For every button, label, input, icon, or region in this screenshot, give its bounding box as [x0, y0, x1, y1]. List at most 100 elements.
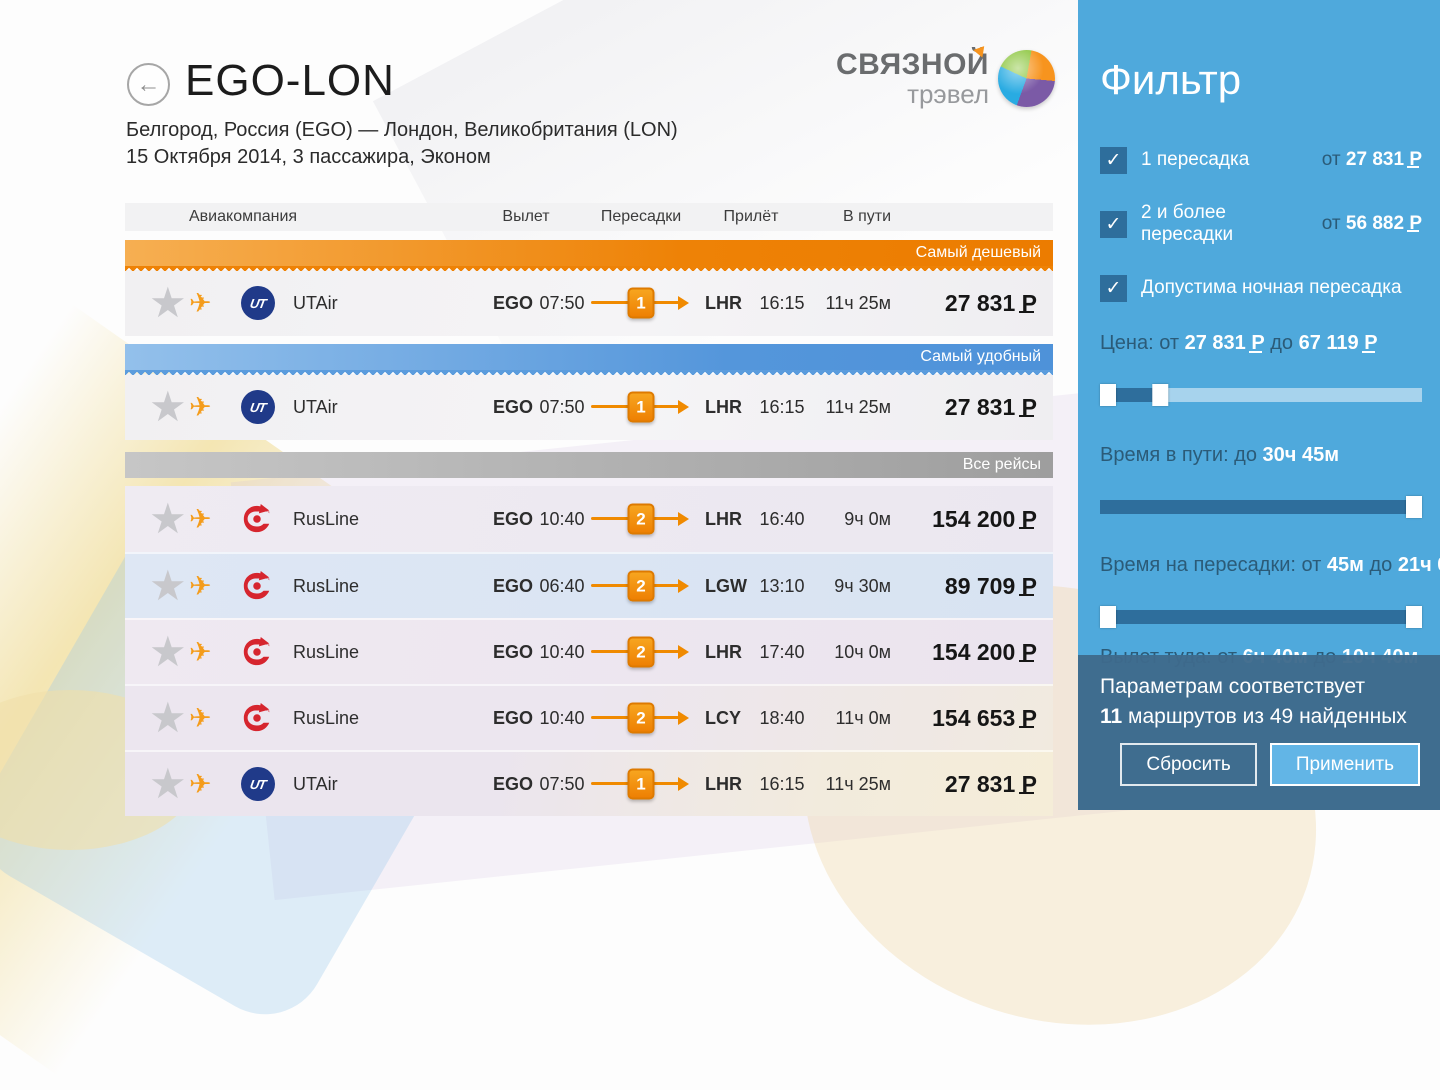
favorite-star-icon[interactable] [149, 498, 189, 540]
results-section: Самый дешевый UTAir EGO 07:50 1 LHR 16:1… [125, 240, 1053, 336]
globe-logo-icon [998, 50, 1055, 107]
filter-footer: Параметрам соответствует 11 маршрутов из… [1078, 655, 1440, 810]
reset-button[interactable]: Сбросить [1120, 743, 1256, 786]
flight-row[interactable]: UTAir EGO 07:50 1 LHR 16:15 11ч 25м 27 8… [125, 374, 1053, 440]
slider-fill [1100, 500, 1422, 514]
slider-track[interactable] [1100, 610, 1422, 624]
airline-logo-icon [241, 570, 285, 602]
price-value: 27 831 [945, 394, 1015, 420]
flight-row[interactable]: RusLine EGO 10:40 2 LHR 17:40 10ч 0м 154… [125, 618, 1053, 684]
favorite-star-icon[interactable] [149, 631, 189, 673]
slider-handle[interactable] [1100, 606, 1116, 628]
slider-handle[interactable] [1406, 606, 1422, 628]
flight-row[interactable]: RusLine EGO 10:40 2 LCY 18:40 11ч 0м 154… [125, 684, 1053, 750]
departure-time: 06:40 [533, 576, 591, 597]
arrival-time: 16:15 [753, 397, 811, 418]
airplane-icon [189, 288, 241, 319]
apply-button[interactable]: Применить [1270, 743, 1420, 786]
departure-time: 07:50 [533, 293, 591, 314]
arrival-time: 13:10 [753, 576, 811, 597]
airplane-icon [189, 769, 241, 800]
arrival-time: 18:40 [753, 708, 811, 729]
airline-logo-icon [241, 390, 285, 424]
slider-handle[interactable] [1406, 496, 1422, 518]
flight-row[interactable]: UTAir EGO 07:50 1 LHR 16:15 11ч 25м 27 8… [125, 750, 1053, 816]
checkbox-label: 2 и более пересадки [1141, 202, 1322, 246]
section-banner-label: Все рейсы [963, 456, 1041, 473]
filter-checkbox-row[interactable]: 2 и более пересадки от 56 882 [1100, 210, 1422, 238]
rusline-logo-icon [241, 702, 273, 734]
price-value: 154 200 [932, 506, 1015, 532]
arrival-time: 16:15 [753, 774, 811, 795]
airline-logo-icon [241, 503, 285, 535]
flight-row[interactable]: UTAir EGO 07:50 1 LHR 16:15 11ч 25м 27 8… [125, 270, 1053, 336]
airplane-icon [189, 392, 241, 423]
duration: 11ч 25м [811, 774, 901, 795]
stops-indicator: 1 [591, 762, 691, 806]
section-banner: Самый дешевый [125, 240, 1053, 266]
checkbox-label: Допустима ночная пересадка [1141, 277, 1402, 299]
brand-subname: трэвел [836, 80, 989, 108]
stops-count-badge: 2 [628, 703, 655, 734]
match-summary-line1: Параметрам соответствует [1100, 672, 1407, 702]
filter-label: Время в пути: до 30ч 45м [1100, 442, 1422, 468]
route-subtitle: Белгород, Россия (EGO) — Лондон, Великоб… [126, 117, 678, 171]
favorite-star-icon[interactable] [149, 565, 189, 607]
favorite-star-icon[interactable] [149, 763, 189, 805]
airline-name: RusLine [285, 642, 461, 663]
stops-indicator: 2 [591, 696, 691, 740]
stops-indicator: 2 [591, 564, 691, 608]
arrival-code: LHR [691, 774, 753, 795]
stops-count-badge: 1 [628, 392, 655, 423]
filter-checkbox-row[interactable]: 1 пересадка от 27 831 [1100, 146, 1422, 174]
slider-handle[interactable] [1152, 384, 1168, 406]
back-button[interactable] [127, 63, 170, 106]
arrival-code: LGW [691, 576, 753, 597]
utair-logo-icon [241, 286, 275, 320]
checkbox-label: 1 пересадка [1141, 149, 1249, 171]
stops-count-badge: 1 [628, 288, 655, 319]
departure-time: 07:50 [533, 397, 591, 418]
section-banner-label: Самый дешевый [916, 244, 1041, 261]
checkbox-checked-icon[interactable] [1100, 211, 1127, 238]
airline-logo-icon [241, 286, 285, 320]
match-count-line: 11 маршрутов из 49 найденных [1100, 702, 1407, 732]
section-rows: RusLine EGO 10:40 2 LHR 16:40 9ч 0м 154 … [125, 486, 1053, 816]
ruble-icon [1409, 213, 1422, 235]
checkbox-checked-icon[interactable] [1100, 147, 1127, 174]
back-arrow-icon [137, 73, 161, 97]
min-price: от 56 882 [1322, 213, 1422, 235]
column-header-arrival: Прилёт [691, 208, 811, 226]
slider-track[interactable] [1100, 388, 1422, 402]
arrival-time: 16:40 [753, 509, 811, 530]
ruble-icon [1022, 639, 1037, 666]
departure-code: EGO [461, 293, 533, 314]
flight-row[interactable]: RusLine EGO 10:40 2 LHR 16:40 9ч 0м 154 … [125, 486, 1053, 552]
favorite-star-icon[interactable] [149, 697, 189, 739]
favorite-star-icon[interactable] [149, 386, 189, 428]
price: 154 653 [901, 705, 1037, 732]
flight-row[interactable]: RusLine EGO 06:40 2 LGW 13:10 9ч 30м 89 … [125, 552, 1053, 618]
stops-count-badge: 2 [628, 504, 655, 535]
price-value: 89 709 [945, 573, 1015, 599]
stops-count-badge: 2 [628, 571, 655, 602]
section-banner: Самый удобный [125, 344, 1053, 370]
airline-logo-icon [241, 636, 285, 668]
column-header-departure: Вылет [461, 208, 591, 226]
filter-checkbox-row[interactable]: Допустима ночная пересадка [1100, 274, 1422, 302]
ruble-icon [1409, 149, 1422, 171]
section-rows: UTAir EGO 07:50 1 LHR 16:15 11ч 25м 27 8… [125, 270, 1053, 336]
ruble-icon [1251, 330, 1264, 356]
page-title: EGO-LON [185, 56, 395, 106]
slider-handle[interactable] [1100, 384, 1116, 406]
stops-count-badge: 1 [628, 769, 655, 800]
filter-slider-section: Время в пути: до 30ч 45м [1100, 442, 1422, 514]
page: { "header": { "title": "EGO-LON", "route… [0, 0, 1440, 810]
search-details-line: 15 Октября 2014, 3 пассажира, Эконом [126, 144, 678, 171]
checkbox-checked-icon[interactable] [1100, 275, 1127, 302]
arrival-time: 16:15 [753, 293, 811, 314]
favorite-star-icon[interactable] [149, 282, 189, 324]
rusline-logo-icon [241, 570, 273, 602]
departure-code: EGO [461, 509, 533, 530]
slider-track[interactable] [1100, 500, 1422, 514]
